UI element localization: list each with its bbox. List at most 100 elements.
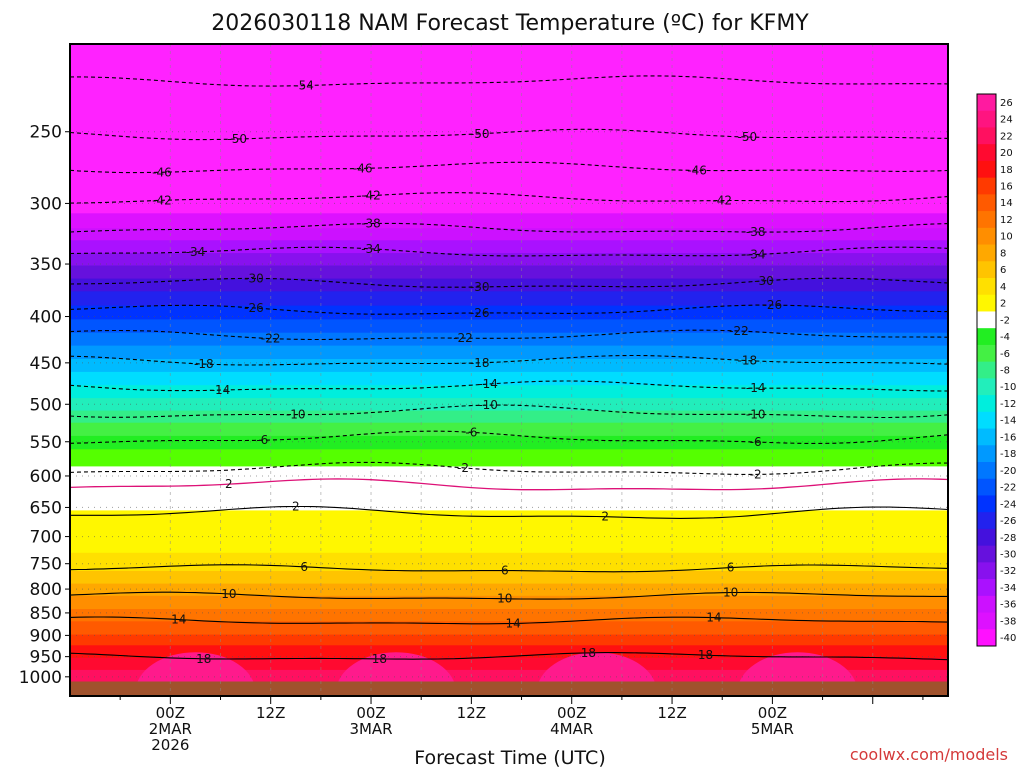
contour-label: -6 (465, 425, 477, 439)
contour-label: -38 (746, 225, 766, 239)
x-tick-label: 3MAR (349, 720, 392, 738)
contour-label: -10 (746, 407, 766, 421)
y-tick-label: 850 (30, 604, 62, 624)
colorbar-swatch (977, 579, 996, 597)
credit-link[interactable]: coolwx.com/models (850, 745, 1008, 764)
colorbar-label: 10 (1000, 232, 1013, 243)
colorbar-swatch (977, 244, 996, 262)
y-tick-label: 250 (30, 123, 62, 143)
y-tick-label: 600 (30, 467, 62, 487)
y-tick-label: 750 (30, 555, 62, 575)
colorbar-swatch (977, 144, 996, 162)
contour-label: -26 (470, 306, 490, 320)
colorbar-swatch (977, 562, 996, 580)
colorbar-swatch (977, 545, 996, 563)
colorbar-label: -40 (1000, 633, 1016, 644)
y-axis: 2503003504004505005506006507007508008509… (19, 123, 70, 688)
contour-label: -38 (361, 216, 381, 230)
colorbar-swatch (977, 378, 996, 396)
x-tick-label: 00Z (557, 704, 586, 722)
contour-label: -42 (712, 194, 732, 208)
contour-label: -30 (470, 280, 490, 294)
plot-frame (69, 43, 949, 697)
contour-label: -30 (754, 274, 774, 288)
x-axis-label: Forecast Time (UTC) (414, 747, 605, 768)
colorbar-swatch (977, 612, 996, 630)
colorbar-label: -28 (1000, 533, 1016, 544)
colorbar-label: -24 (1000, 499, 1016, 510)
colorbar-swatch (977, 160, 996, 179)
contour-label: -6 (750, 435, 762, 449)
plot-area (70, 44, 948, 696)
colorbar-swatch (977, 344, 996, 363)
colorbar-swatch (977, 395, 996, 413)
x-tick-label: 00Z (156, 704, 185, 722)
contour-label: -10 (478, 398, 498, 412)
colorbar-label: 22 (1000, 131, 1013, 142)
contour-label: 14 (706, 611, 721, 625)
colorbar-label: -36 (1000, 600, 1016, 611)
colorbar-label: 12 (1000, 215, 1013, 226)
y-tick-label: 650 (30, 498, 62, 518)
contour-label: -34 (746, 248, 766, 262)
x-tick-label: 00Z (356, 704, 385, 722)
contour-label: 18 (372, 652, 387, 666)
y-tick-label: 950 (30, 648, 62, 668)
contour-14 (70, 616, 948, 625)
colorbar-swatch (977, 227, 996, 246)
colorbar-label: -14 (1000, 416, 1016, 427)
colorbar-label: 18 (1000, 165, 1013, 176)
colorbar-swatch (977, 328, 996, 346)
colorbar-label: -8 (1000, 366, 1010, 377)
colorbar-swatch (977, 629, 996, 647)
colorbar-label: -12 (1000, 399, 1016, 410)
contour-label: -22 (453, 331, 473, 345)
colorbar-swatch (977, 411, 996, 430)
contour-label: -50 (738, 130, 758, 144)
temp-band-2 (70, 510, 948, 559)
contour-label: -14 (478, 377, 498, 391)
contour-label: 18 (196, 652, 211, 666)
colorbar-label: -4 (1000, 332, 1010, 343)
colorbar-label: -16 (1000, 432, 1016, 443)
y-tick-label: 900 (30, 626, 62, 646)
x-tick-label: 12Z (457, 704, 486, 722)
contour-label: 18 (581, 646, 596, 660)
contour-label: 18 (698, 648, 713, 662)
contour-label: -18 (738, 354, 758, 368)
chart-title: 2026030118 NAM Forecast Temperature (ºC)… (211, 11, 809, 36)
colorbar-swatch (977, 512, 996, 530)
temp-band-0 (70, 466, 948, 517)
x-tick-label: 2026 (151, 736, 189, 754)
contour-label: -42 (361, 189, 381, 203)
colorbar-swatch (977, 595, 996, 614)
temp-band-m56 (70, 44, 948, 220)
colorbar-swatch (977, 177, 996, 195)
y-tick-label: 400 (30, 308, 62, 328)
colorbar-label: 20 (1000, 148, 1013, 159)
colorbar-label: 8 (1000, 248, 1006, 259)
contour-label: 10 (497, 592, 512, 606)
contour-2 (70, 505, 948, 519)
colorbar-label: 16 (1000, 182, 1013, 193)
contour-label: -30 (244, 271, 264, 285)
contour-label: 2 (292, 499, 300, 513)
colorbar-swatch (977, 261, 996, 279)
contour-label: 10 (221, 587, 236, 601)
colorbar-label: -20 (1000, 466, 1016, 477)
contour-label: -42 (152, 193, 172, 207)
colorbar-label: 24 (1000, 115, 1013, 126)
colorbar-label: -26 (1000, 516, 1016, 527)
contour-label: -46 (353, 161, 373, 175)
colorbar-label: -2 (1000, 315, 1010, 326)
contour-label: -54 (294, 79, 314, 93)
freezing-line-label: 2 (225, 477, 233, 491)
contour-label: 14 (506, 616, 521, 630)
x-tick-label: 12Z (657, 704, 686, 722)
contour-label: -2 (750, 467, 762, 481)
colorbar-swatch (977, 495, 996, 513)
y-tick-label: 450 (30, 354, 62, 374)
contour-label: -26 (244, 301, 264, 315)
contour-label: -34 (361, 242, 381, 256)
